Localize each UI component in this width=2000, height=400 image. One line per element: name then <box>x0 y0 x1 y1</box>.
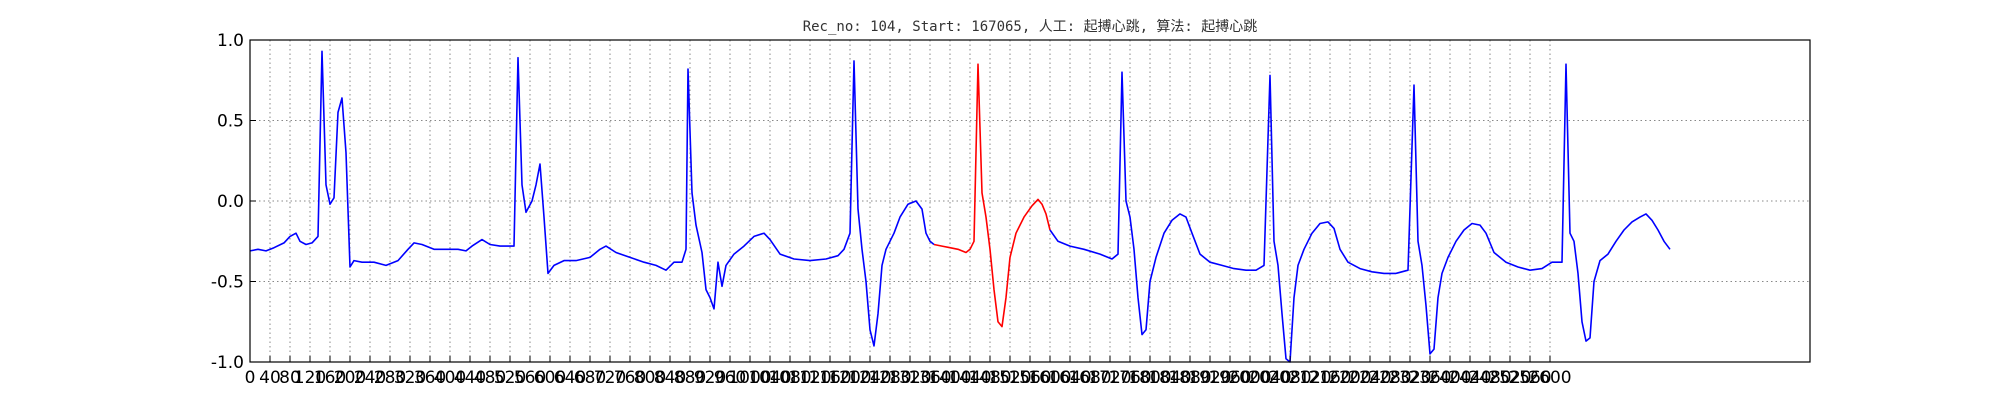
ecg-series-1 <box>933 63 1051 328</box>
x-tick-label: 1920 <box>1188 368 1231 388</box>
x-tick-label: 2320 <box>1388 368 1431 388</box>
x-tick-label: 800 <box>634 368 666 388</box>
x-tick-label: 480 <box>474 368 506 388</box>
x-tick-label: 1640 <box>1048 368 1091 388</box>
x-tick-label: 680 <box>574 368 606 388</box>
x-tick-label: 2520 <box>1488 368 1531 388</box>
x-tick-label: 760 <box>614 368 646 388</box>
y-tick-label: -1.0 <box>211 353 244 373</box>
x-tick-label: 200 <box>334 368 366 388</box>
x-tick-label: 440 <box>454 368 486 388</box>
x-tick-label: 1480 <box>968 368 1011 388</box>
x-tick-label: 640 <box>554 368 586 388</box>
x-tick-label: 2280 <box>1368 368 1411 388</box>
ecg-series-0 <box>249 50 935 347</box>
x-axis-ticks: 0 408012016020024028032036040044048052056… <box>245 356 1572 388</box>
x-tick-label: 1960 <box>1208 368 1251 388</box>
x-tick-label: 1280 <box>868 368 911 388</box>
x-tick-label: 920 <box>694 368 726 388</box>
x-tick-label: 1200 <box>828 368 871 388</box>
y-tick-label: 1.0 <box>217 31 244 51</box>
x-tick-label: 1760 <box>1108 368 1151 388</box>
x-tick-label: 720 <box>594 368 626 388</box>
x-tick-label: 2200 <box>1328 368 1371 388</box>
x-tick-label: 0 <box>245 368 256 388</box>
x-tick-label: 360 <box>414 368 446 388</box>
x-tick-label: 160 <box>314 368 346 388</box>
x-tick-label: 1840 <box>1148 368 1191 388</box>
y-axis-ticks: 1.0 0.5 0.0 -0.5 -1.0 <box>211 31 256 373</box>
x-tick-label: 2480 <box>1468 368 1511 388</box>
x-tick-label: 1680 <box>1068 368 1111 388</box>
x-tick-label: 1520 <box>988 368 1031 388</box>
x-tick-label: 1080 <box>768 368 811 388</box>
x-tick-label: 1160 <box>808 368 851 388</box>
x-tick-label: 2000 <box>1228 368 1271 388</box>
x-tick-label: 2400 <box>1428 368 1471 388</box>
x-tick-label: 1600 <box>1028 368 1071 388</box>
ecg-series-2 <box>1049 63 1671 363</box>
x-tick-label: 1240 <box>848 368 891 388</box>
series-layer <box>249 50 1671 363</box>
x-tick-label: 2360 <box>1408 368 1451 388</box>
x-tick-label: 600 <box>534 368 566 388</box>
x-tick-label: 40 <box>259 368 281 388</box>
x-tick-label: 1440 <box>948 368 991 388</box>
x-tick-label: 2560 <box>1508 368 1551 388</box>
chart-title: Rec_no: 104, Start: 167065, 人工: 起搏心跳, 算法… <box>803 18 1258 35</box>
x-tick-label: 2440 <box>1448 368 1491 388</box>
x-tick-label: 240 <box>354 368 386 388</box>
x-tick-label: 840 <box>654 368 686 388</box>
x-tick-label: 1720 <box>1088 368 1131 388</box>
x-tick-label: 560 <box>514 368 546 388</box>
x-tick-label: 2080 <box>1268 368 1311 388</box>
x-tick-label: 2120 <box>1288 368 1331 388</box>
x-tick-label: 1560 <box>1008 368 1051 388</box>
x-tick-label: 120 <box>294 368 326 388</box>
x-tick-label: 960 <box>714 368 746 388</box>
x-tick-label: 520 <box>494 368 526 388</box>
x-tick-label: 1800 <box>1128 368 1171 388</box>
x-tick-label: 1400 <box>928 368 971 388</box>
x-tick-label: 280 <box>374 368 406 388</box>
y-tick-label: 0.0 <box>217 192 244 212</box>
x-tick-label: 1000 <box>728 368 771 388</box>
x-tick-label: 1360 <box>908 368 951 388</box>
x-tick-label: 1320 <box>888 368 931 388</box>
x-tick-label: 2160 <box>1308 368 1351 388</box>
x-tick-label: 80 <box>279 368 301 388</box>
x-tick-label: 1120 <box>788 368 831 388</box>
x-tick-label: 1040 <box>748 368 791 388</box>
x-tick-label: 2600 <box>1528 368 1571 388</box>
x-tick-label: 1880 <box>1168 368 1211 388</box>
y-tick-label: 0.5 <box>217 112 244 132</box>
x-tick-label: 400 <box>434 368 466 388</box>
x-tick-label: 320 <box>394 368 426 388</box>
x-tick-label: 2240 <box>1348 368 1391 388</box>
x-tick-label: 880 <box>674 368 706 388</box>
x-tick-label: 2040 <box>1248 368 1291 388</box>
grid-layer <box>249 39 1810 363</box>
y-tick-label: -0.5 <box>211 273 244 293</box>
